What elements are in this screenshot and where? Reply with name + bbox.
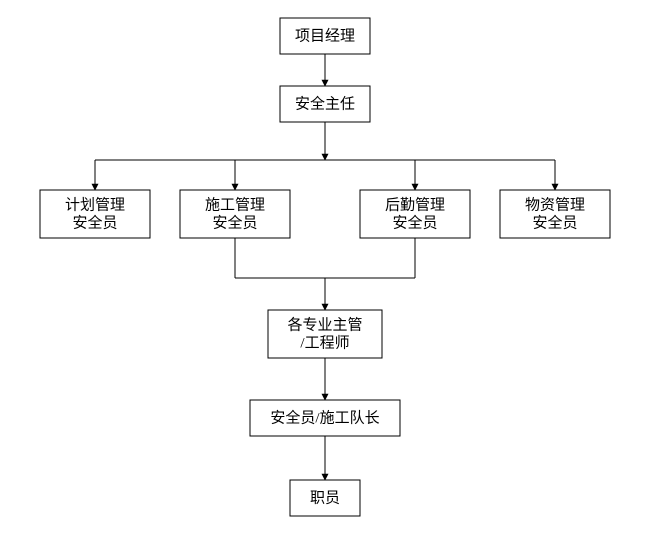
node-n2: 安全主任	[280, 86, 370, 122]
node-label: 安全员	[532, 213, 577, 231]
node-label: 物资管理	[525, 196, 585, 213]
node-label: 安全员	[212, 213, 257, 231]
node-n1: 项目经理	[280, 18, 370, 54]
node-label: 安全员/施工队长	[270, 408, 379, 426]
node-n3: 计划管理安全员	[40, 190, 150, 238]
node-n9: 职员	[290, 480, 360, 516]
node-label: 计划管理	[65, 196, 125, 213]
node-label: 后勤管理	[385, 196, 445, 213]
node-n8: 安全员/施工队长	[250, 400, 400, 436]
node-label: 施工管理	[205, 196, 265, 213]
org-flowchart: 项目经理安全主任计划管理安全员施工管理安全员后勤管理安全员物资管理安全员各专业主…	[0, 0, 650, 536]
node-n7: 各专业主管/工程师	[268, 310, 382, 358]
node-n6: 物资管理安全员	[500, 190, 610, 238]
node-n4: 施工管理安全员	[180, 190, 290, 238]
node-label: 安全主任	[295, 94, 355, 112]
node-n5: 后勤管理安全员	[360, 190, 470, 238]
node-label: 安全员	[72, 213, 117, 231]
node-label: 安全员	[392, 213, 437, 231]
node-label: 职员	[310, 489, 340, 506]
node-label: /工程师	[300, 334, 349, 351]
node-label: 项目经理	[295, 27, 355, 44]
node-label: 各专业主管	[287, 316, 362, 333]
